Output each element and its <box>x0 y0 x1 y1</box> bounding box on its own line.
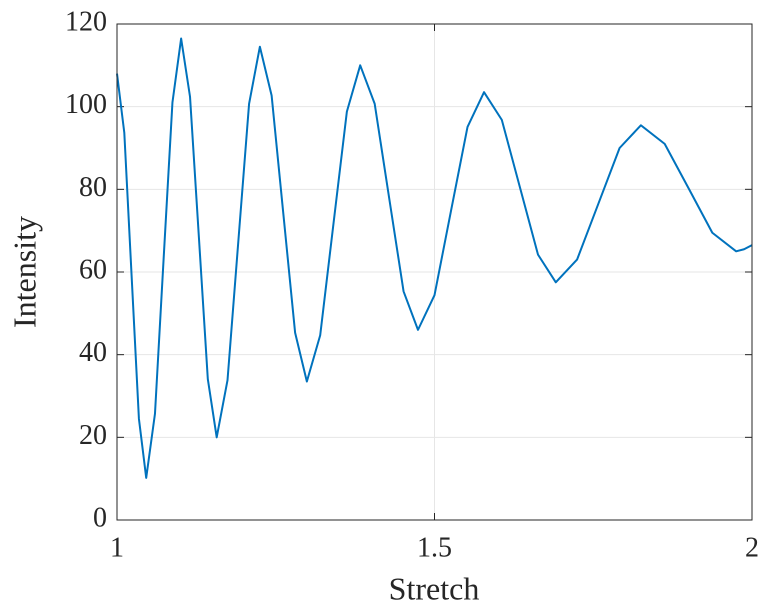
y-tick-label: 80 <box>79 172 107 203</box>
x-tick-label: 1.5 <box>417 532 452 563</box>
x-axis-label: Stretch <box>389 570 480 606</box>
y-tick-label: 0 <box>93 502 107 533</box>
y-tick-label: 60 <box>79 254 107 285</box>
y-tick-label: 100 <box>65 89 107 120</box>
y-axis-label: Intensity <box>6 216 42 328</box>
y-tick-label: 120 <box>65 6 107 37</box>
x-tick-label: 1 <box>110 532 124 563</box>
data-line <box>116 37 753 479</box>
y-tick-label: 20 <box>79 420 107 451</box>
y-tick-label: 40 <box>79 337 107 368</box>
x-tick-label: 2 <box>745 532 759 563</box>
axes-box <box>116 23 753 521</box>
